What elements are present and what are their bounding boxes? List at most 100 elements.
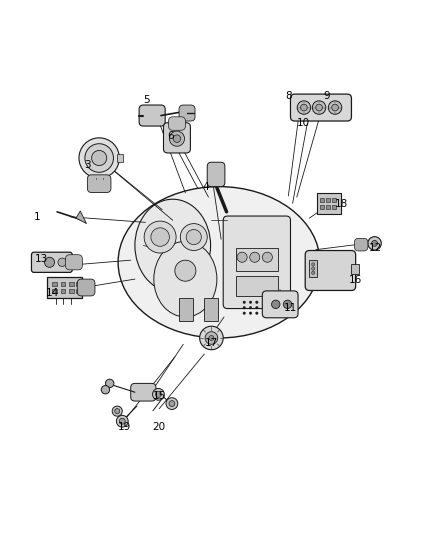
Bar: [69, 289, 74, 293]
Text: 19: 19: [118, 422, 131, 432]
Circle shape: [85, 144, 113, 172]
Circle shape: [151, 228, 170, 246]
Circle shape: [152, 389, 164, 400]
Text: 6: 6: [167, 131, 174, 141]
Circle shape: [311, 263, 315, 266]
Text: 13: 13: [35, 254, 48, 263]
FancyBboxPatch shape: [46, 277, 82, 298]
Text: 8: 8: [285, 91, 292, 101]
Circle shape: [312, 101, 326, 114]
Circle shape: [101, 385, 110, 394]
Circle shape: [297, 101, 311, 114]
Text: 4: 4: [202, 182, 209, 192]
Circle shape: [166, 398, 178, 409]
Circle shape: [186, 230, 201, 245]
Text: 15: 15: [153, 391, 166, 401]
Circle shape: [119, 418, 125, 424]
Text: 11: 11: [284, 303, 297, 313]
Circle shape: [173, 135, 181, 142]
Ellipse shape: [118, 187, 320, 338]
Bar: [53, 282, 57, 286]
FancyBboxPatch shape: [179, 105, 195, 121]
Text: 20: 20: [153, 422, 166, 432]
Circle shape: [332, 104, 339, 111]
Circle shape: [256, 312, 258, 314]
Ellipse shape: [135, 199, 211, 292]
Text: 17: 17: [205, 338, 218, 348]
Bar: [204, 298, 218, 321]
Circle shape: [45, 257, 55, 268]
Circle shape: [243, 312, 245, 314]
Circle shape: [200, 326, 223, 350]
Bar: [332, 198, 336, 202]
Bar: [76, 289, 80, 293]
Bar: [61, 289, 65, 293]
Circle shape: [106, 379, 114, 387]
Circle shape: [249, 312, 252, 314]
FancyBboxPatch shape: [131, 383, 156, 401]
FancyBboxPatch shape: [88, 175, 111, 192]
Circle shape: [300, 104, 307, 111]
Circle shape: [169, 401, 175, 407]
Bar: [53, 289, 57, 293]
Circle shape: [117, 415, 128, 427]
Text: 1: 1: [34, 212, 41, 222]
Circle shape: [92, 150, 107, 166]
Circle shape: [250, 252, 260, 262]
Circle shape: [170, 131, 184, 146]
Bar: [179, 298, 193, 321]
Text: 5: 5: [143, 95, 150, 106]
Bar: [69, 282, 74, 286]
Circle shape: [316, 104, 322, 111]
Circle shape: [115, 409, 120, 414]
Circle shape: [262, 252, 272, 262]
FancyBboxPatch shape: [169, 117, 185, 130]
Text: 18: 18: [334, 199, 348, 209]
FancyBboxPatch shape: [77, 279, 95, 296]
Bar: [309, 260, 317, 277]
Bar: [76, 282, 80, 286]
Circle shape: [249, 306, 252, 309]
Ellipse shape: [154, 241, 217, 317]
Circle shape: [112, 406, 122, 416]
Bar: [236, 247, 278, 271]
Text: 14: 14: [46, 288, 60, 297]
Circle shape: [209, 335, 214, 341]
Bar: [332, 205, 336, 209]
Bar: [117, 154, 123, 162]
Bar: [320, 198, 324, 202]
Circle shape: [243, 301, 245, 303]
Circle shape: [249, 301, 252, 303]
Bar: [236, 276, 278, 296]
Text: 16: 16: [349, 275, 362, 285]
Text: 3: 3: [85, 160, 91, 169]
Circle shape: [256, 306, 258, 309]
Circle shape: [205, 332, 218, 344]
FancyBboxPatch shape: [223, 216, 290, 309]
Circle shape: [283, 300, 292, 309]
FancyBboxPatch shape: [305, 251, 356, 290]
Bar: [61, 282, 65, 286]
Circle shape: [237, 252, 247, 262]
Circle shape: [243, 306, 245, 309]
Circle shape: [328, 101, 342, 114]
Text: 9: 9: [323, 91, 329, 101]
Circle shape: [175, 260, 196, 281]
Text: 10: 10: [297, 118, 310, 128]
FancyBboxPatch shape: [290, 94, 351, 121]
FancyBboxPatch shape: [139, 105, 165, 126]
FancyBboxPatch shape: [207, 162, 225, 187]
Polygon shape: [76, 211, 87, 224]
Text: 12: 12: [369, 243, 382, 253]
FancyBboxPatch shape: [163, 123, 191, 153]
Circle shape: [311, 267, 315, 270]
Circle shape: [368, 237, 381, 250]
Circle shape: [79, 138, 119, 178]
FancyBboxPatch shape: [317, 193, 341, 214]
FancyBboxPatch shape: [32, 252, 72, 272]
Circle shape: [272, 300, 280, 309]
Circle shape: [371, 240, 378, 246]
Circle shape: [58, 258, 67, 266]
Bar: [326, 198, 330, 202]
Circle shape: [256, 301, 258, 303]
